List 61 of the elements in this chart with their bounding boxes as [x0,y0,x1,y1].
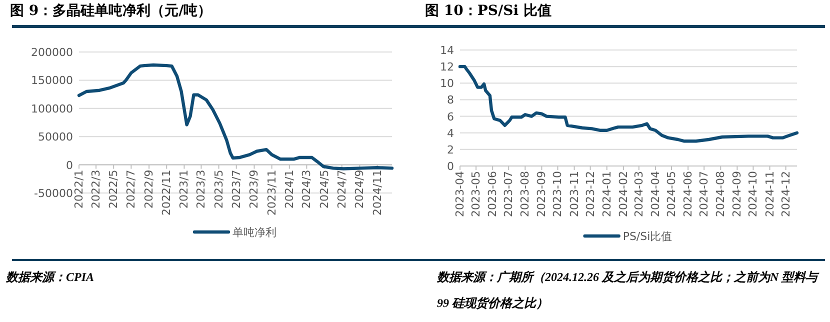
y-tick-label: 50000 [38,130,73,144]
y-tick-label: 2 [447,143,454,156]
x-tick-label: 2024/1 [282,170,296,209]
y-tick-label: 4 [447,126,454,140]
x-tick-label: 2022/9 [142,170,156,209]
x-tick-label: 2024/11 [370,170,384,216]
x-tick-label: 2022/7 [124,170,138,209]
x-tick-label: 2023-10 [551,171,564,217]
x-tick-label: 2023-12 [584,171,597,217]
x-tick-label: 2024-10 [746,171,760,217]
y-tick-label: 100000 [31,102,73,116]
x-tick-label: 2023-11 [568,171,581,217]
x-tick-label: 2024-04 [648,171,662,217]
x-tick-label: 2023/5 [212,170,226,209]
x-tick-label: 2023/9 [248,170,261,209]
x-tick-label: 2024-12 [779,171,792,217]
chart-title: 图 9：多晶硅单吨净利（元/吨） [10,2,212,20]
line-series [458,64,799,143]
x-tick-label: 2024-03 [632,171,646,217]
x-tick-label: 2024-05 [664,171,678,217]
y-tick-label: 14 [440,44,454,57]
x-tick-label: 2022/5 [107,170,120,209]
x-tick-label: 2023-04 [454,171,466,217]
x-tick-label: 2023-06 [486,171,500,217]
x-tick-label: 2023-07 [502,171,516,217]
x-tick-label: 2023-05 [470,171,483,217]
x-tick-label: 2023-08 [518,171,532,217]
x-tick-label: 2024-11 [763,171,776,217]
x-tick-label: 2022/3 [90,170,103,209]
y-tick-label: 6 [447,110,454,124]
x-tick-label: 2023/1 [178,170,191,209]
source-note: 数据来源：广期所（2024.12.26 及之后为期货价格之比；之前为N 型料与99 硅现货价格之比） [437,269,820,312]
x-tick-label: 2022/11 [160,170,174,216]
legend-label: PS/Si比值 [622,230,672,243]
y-tick-label: 12 [440,60,454,74]
x-tick-label: 2024-09 [730,171,744,217]
y-tick-label: -50000 [34,187,73,200]
x-tick-label: 2024-06 [682,171,695,217]
line-series [77,63,394,170]
y-tick-label: 150000 [31,74,73,88]
y-tick-label: 10 [440,77,454,90]
legend-label: 单吨净利 [232,226,276,239]
y-tick-label: 0 [66,158,73,172]
chart-title: 图 10：PS/Si 比值 [425,2,552,20]
x-tick-label: 2023/11 [265,170,278,216]
x-tick-label: 2024-02 [616,171,630,217]
x-tick-label: 2024-07 [698,171,711,217]
x-tick-label: 2023-09 [535,171,548,217]
x-tick-label: 2024/9 [353,170,366,209]
x-tick-label: 2023/3 [194,170,208,209]
source-note: 数据来源：CPIA [6,269,96,286]
x-tick-label: 2023/7 [230,170,243,209]
x-tick-label: 2024-01 [600,171,614,217]
x-tick-label: 2024/3 [300,170,314,209]
x-tick-label: 2024/5 [318,170,331,209]
x-tick-label: 2024-08 [714,171,728,217]
y-tick-label: 0 [447,160,454,173]
x-tick-label: 2022/1 [72,170,86,209]
x-tick-label: 2024/7 [335,170,348,209]
y-tick-label: 200000 [31,46,73,59]
y-tick-label: 8 [447,94,454,107]
